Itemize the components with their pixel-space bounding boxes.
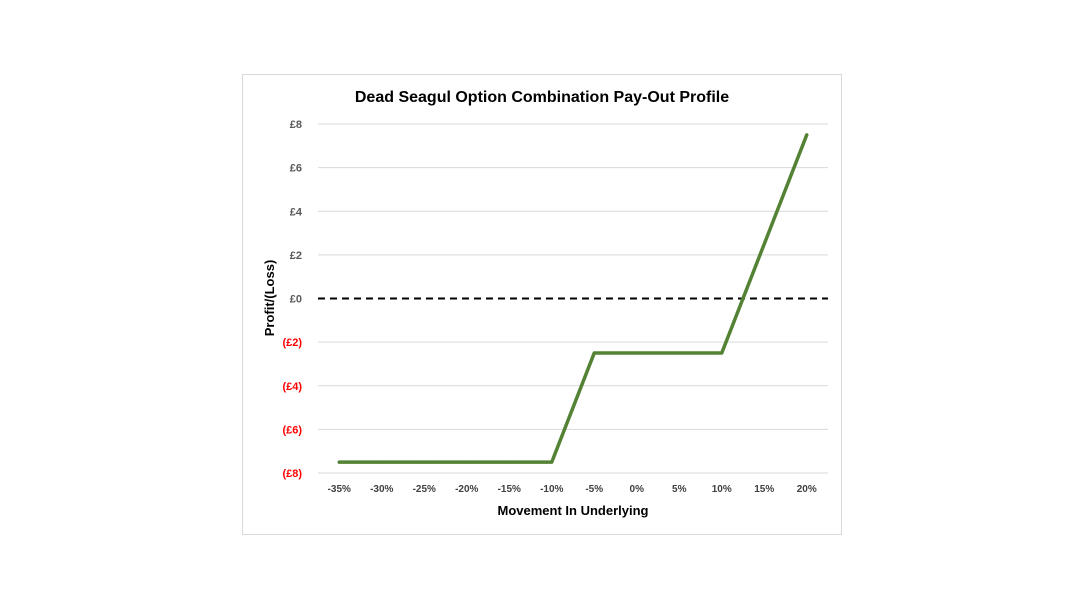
data-point [805, 133, 808, 136]
y-tick-label: £4 [290, 206, 303, 218]
y-tick-label: (£6) [282, 424, 302, 436]
data-point [380, 461, 383, 464]
data-point [550, 461, 553, 464]
x-tick-label: -25% [413, 484, 436, 495]
y-axis-ticks: £8 £6 £4 £2 £0 (£2) (£4) (£6) (£8) [282, 119, 302, 480]
y-tick-label: £0 [290, 294, 302, 306]
x-tick-label: 10% [712, 484, 732, 495]
data-point [423, 461, 426, 464]
x-tick-label: -30% [370, 484, 393, 495]
x-tick-label: 0% [630, 484, 645, 495]
y-tick-label: (£2) [282, 337, 302, 349]
x-tick-label: 20% [797, 484, 817, 495]
y-tick-label: (£4) [282, 381, 302, 393]
y-axis-title: Profit/(Loss) [262, 260, 277, 337]
x-tick-label: -15% [498, 484, 521, 495]
y-tick-label: (£8) [282, 468, 302, 480]
x-tick-label: 15% [754, 484, 774, 495]
x-axis-ticks: -35% -30% -25% -20% -15% -10% -5% 0% 5% 10% 15% 20% [328, 484, 817, 495]
x-axis-title: Movement In Underlying [498, 503, 649, 518]
data-point [508, 461, 511, 464]
data-point [593, 352, 596, 355]
x-tick-label: -5% [585, 484, 603, 495]
y-tick-label: £8 [290, 119, 302, 131]
x-tick-label: -35% [328, 484, 351, 495]
data-point [465, 461, 468, 464]
x-tick-label: -20% [455, 484, 478, 495]
data-point [720, 352, 723, 355]
y-tick-label: £6 [290, 163, 302, 175]
chart-title: Dead Seagul Option Combination Pay-Out P… [355, 89, 729, 106]
x-tick-label: 5% [672, 484, 687, 495]
data-point [678, 352, 681, 355]
payout-chart: Dead Seagul Option Combination Pay-Out P… [0, 0, 1086, 611]
data-point [338, 461, 341, 464]
data-point [635, 352, 638, 355]
data-point [763, 242, 766, 245]
y-tick-label: £2 [290, 250, 302, 262]
x-tick-label: -10% [540, 484, 563, 495]
